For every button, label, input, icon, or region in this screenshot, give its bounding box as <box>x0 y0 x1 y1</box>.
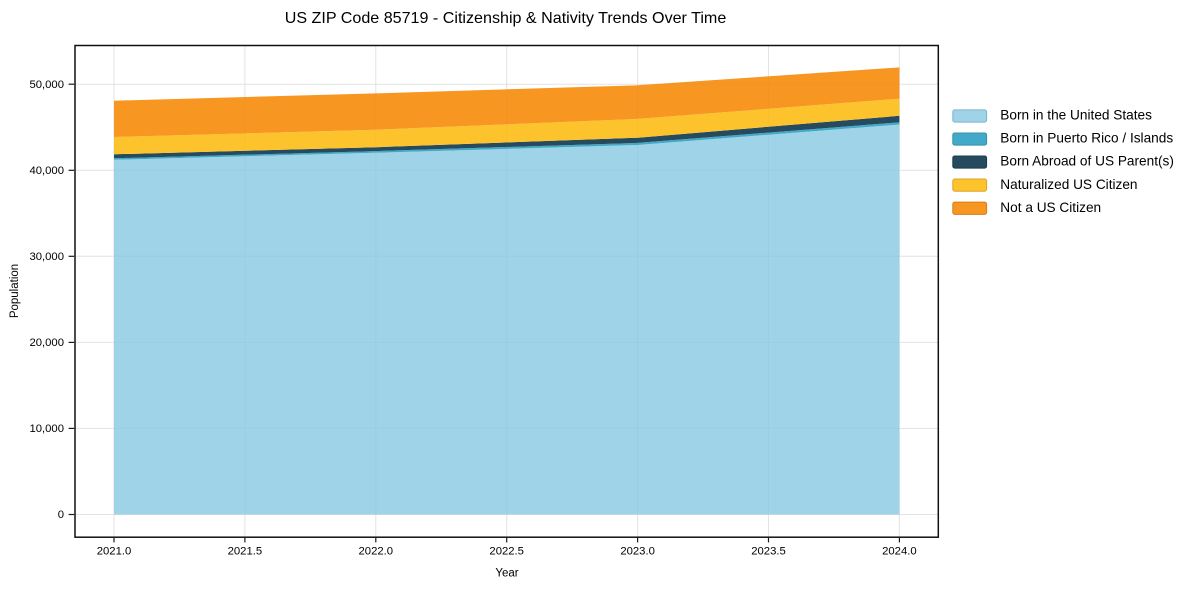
svg-text:2022.5: 2022.5 <box>489 546 524 558</box>
svg-text:2023.5: 2023.5 <box>751 546 786 558</box>
svg-text:Year: Year <box>495 567 518 579</box>
svg-text:10,000: 10,000 <box>29 423 64 435</box>
svg-text:Naturalized US Citizen: Naturalized US Citizen <box>1000 177 1137 192</box>
svg-text:2024.0: 2024.0 <box>882 546 917 558</box>
svg-text:40,000: 40,000 <box>29 165 64 177</box>
svg-text:2022.0: 2022.0 <box>359 546 394 558</box>
svg-text:0: 0 <box>58 509 64 521</box>
svg-text:30,000: 30,000 <box>29 251 64 263</box>
svg-text:2021.5: 2021.5 <box>228 546 263 558</box>
svg-text:50,000: 50,000 <box>29 79 64 91</box>
svg-text:Population: Population <box>9 264 21 318</box>
svg-text:Not a US Citizen: Not a US Citizen <box>1000 200 1101 215</box>
svg-text:20,000: 20,000 <box>29 337 64 349</box>
svg-text:2023.0: 2023.0 <box>620 546 655 558</box>
svg-text:US ZIP Code 85719 - Citizenshi: US ZIP Code 85719 - Citizenship & Nativi… <box>285 9 727 27</box>
svg-text:Born in the United States: Born in the United States <box>1000 108 1152 123</box>
svg-text:Born in Puerto Rico / Islands: Born in Puerto Rico / Islands <box>1000 131 1173 146</box>
svg-text:Born Abroad of US Parent(s): Born Abroad of US Parent(s) <box>1000 154 1174 169</box>
svg-text:2021.0: 2021.0 <box>97 546 132 558</box>
